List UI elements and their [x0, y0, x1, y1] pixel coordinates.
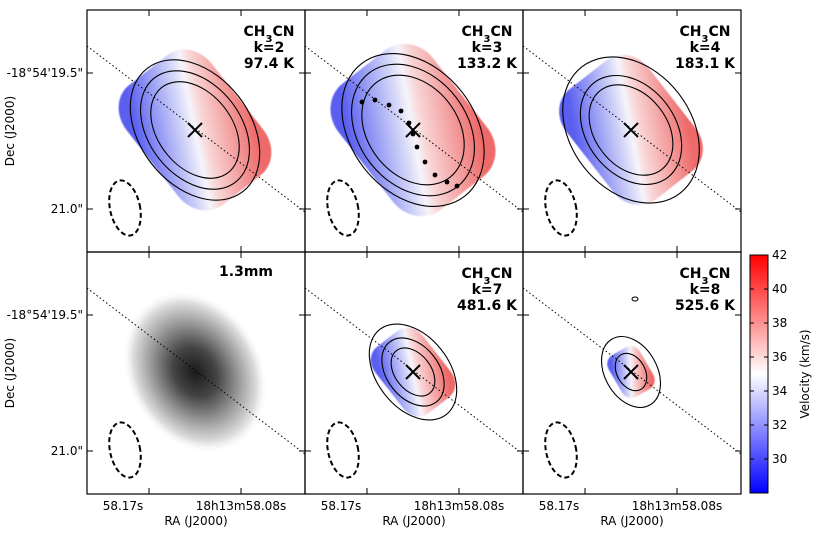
intensity-contour [150, 81, 240, 179]
y-tick-label: 21.0" [51, 202, 83, 216]
velocity-point [414, 144, 420, 150]
y-tick-label: -18°54'19.5" [7, 308, 83, 322]
axis-line [87, 45, 305, 213]
velocity-point [422, 159, 428, 165]
velocity-point [454, 183, 460, 189]
panel-label: 1.3mm [219, 264, 273, 280]
axes: -18°54'19.5" 21.0" Dec (J2000) -18°54'19.5"… [3, 66, 722, 528]
x-axis-label: RA (J2000) [382, 514, 445, 528]
source-marker [623, 364, 639, 380]
colorbar-tick-label: 36 [772, 350, 787, 364]
panel-label-molecule: CH3CN [462, 266, 513, 287]
y-axis-label: Dec (J2000) [3, 338, 17, 408]
colorbar-tick-label: 32 [772, 418, 787, 432]
intensity-contour [600, 336, 662, 408]
colorbar-tick-label: 30 [772, 452, 787, 466]
source-marker [405, 364, 421, 380]
panel-label-molecule: CH3CN [462, 24, 513, 45]
x-axis-label: RA (J2000) [164, 514, 227, 528]
colorbar-tick-label: 38 [772, 316, 787, 330]
y-tick-label: -18°54'19.5" [7, 66, 83, 80]
panel-k4-plot [523, 45, 741, 237]
panel-cont: 1.3mm [86, 251, 306, 495]
panel-label-k: k=4 [690, 40, 721, 56]
axis-line [523, 45, 741, 213]
panel-label-molecule: CH3CN [680, 266, 731, 287]
beam-ellipse [108, 421, 142, 479]
velocity-point [444, 179, 450, 185]
velocity-point [372, 97, 378, 103]
y-axis-label: Dec (J2000) [3, 96, 17, 166]
intensity-contour [139, 70, 251, 190]
velocity-point [359, 99, 365, 105]
panel-label-temp: 97.4 K [244, 56, 295, 72]
panel-label-k: k=3 [472, 40, 503, 56]
panel-frame [522, 251, 742, 495]
colorbar-bar [749, 254, 769, 494]
x-tick-label: 58.17s [539, 499, 580, 513]
panel-label-k: k=8 [690, 282, 721, 298]
velocity-point [398, 108, 404, 114]
source-marker [405, 122, 421, 138]
panel-label-temp: 183.1 K [675, 56, 736, 72]
beam-ellipse [544, 179, 578, 237]
colorbar-label: Velocity (km/s) [798, 329, 812, 418]
intensity-contour [579, 74, 683, 186]
panel-label-molecule: CH3CN [680, 24, 731, 45]
x-tick-label: 58.17s [103, 499, 144, 513]
panel-label-molecule: CH3CN [244, 24, 295, 45]
velocity-point [406, 120, 412, 126]
axis-line [523, 287, 741, 455]
velocity-point [410, 131, 416, 137]
panel-k2-plot [87, 45, 305, 237]
colorbar-tick-label: 34 [772, 384, 787, 398]
panel-label-k: k=2 [254, 40, 285, 56]
axis-line [305, 287, 523, 455]
panel-cont-plot [87, 287, 305, 479]
intensity-contour [588, 84, 674, 176]
intensity-contour [562, 56, 700, 204]
intensity-contour [368, 323, 458, 421]
panel-label-temp: 525.6 K [675, 298, 736, 314]
x-axis-label: RA (J2000) [600, 514, 663, 528]
panel-label-temp: 481.6 K [457, 298, 518, 314]
source-marker [187, 122, 203, 138]
velocity-point [386, 102, 392, 108]
continuum-emission [122, 290, 268, 454]
x-tick-label: 18h13m58.08s [414, 499, 504, 513]
panel-label-k: k=7 [472, 282, 503, 298]
velocity-point [432, 172, 438, 178]
intensity-contour [390, 347, 436, 397]
colorbar-tick-label: 42 [772, 248, 787, 262]
intensity-contour [381, 337, 445, 407]
source-marker [623, 122, 639, 138]
panel-k3-plot [305, 43, 523, 237]
x-tick-label: 18h13m58.08s [196, 499, 286, 513]
colorbar-tick-label: 40 [772, 282, 787, 296]
beam-ellipse [326, 421, 360, 479]
axis-line [305, 45, 523, 213]
intensity-contour-small [631, 296, 639, 302]
panel-label-temp: 133.2 K [457, 56, 518, 72]
beam-ellipse [544, 421, 578, 479]
axis-line [87, 287, 305, 455]
beam-ellipse [326, 179, 360, 237]
colorbar: 30 32 34 36 38 40 42 Velocity (km/s) [749, 248, 812, 494]
x-tick-label: 18h13m58.08s [632, 499, 722, 513]
x-tick-label: 58.17s [321, 499, 362, 513]
beam-ellipse [108, 179, 142, 237]
intensity-contour [341, 53, 485, 207]
intensity-contour [614, 352, 648, 392]
panel-k7-plot [305, 287, 523, 479]
y-tick-label: 21.0" [51, 444, 83, 458]
panel-k8-plot [523, 287, 741, 479]
